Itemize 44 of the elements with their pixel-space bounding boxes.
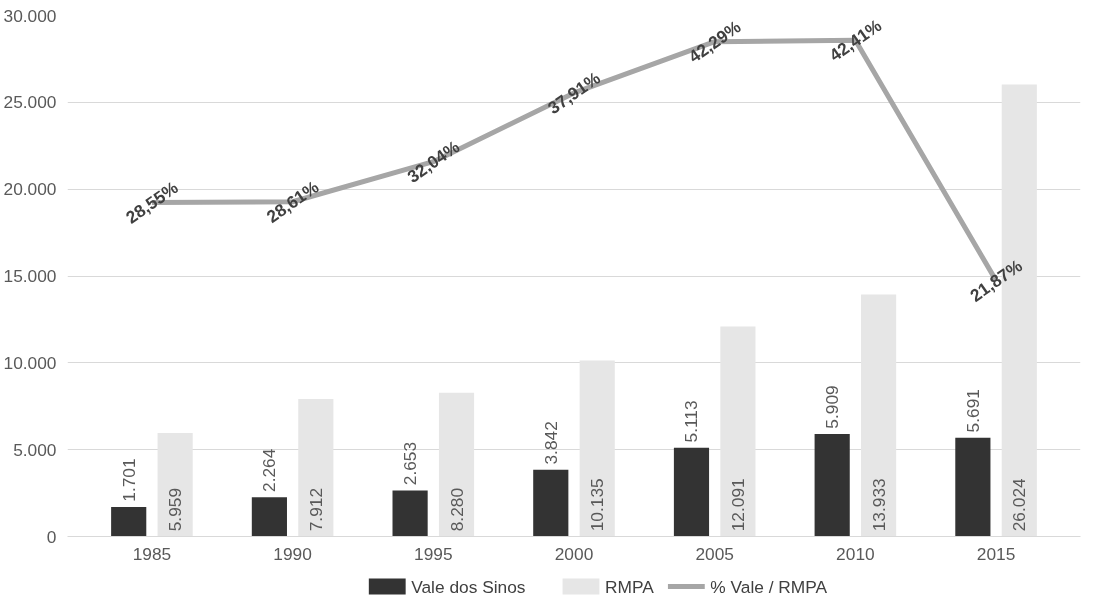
data-label: 5.909 (822, 385, 843, 429)
bar (392, 490, 428, 537)
x-tick-label: 2010 (836, 543, 875, 564)
data-label: 3.842 (540, 421, 561, 465)
bar (298, 399, 334, 537)
bar (111, 506, 147, 537)
bar (955, 437, 991, 537)
bar (438, 392, 475, 537)
data-label: 26.024 (1009, 477, 1030, 532)
data-label: 5.113 (681, 400, 702, 443)
bar (579, 360, 615, 537)
x-tick-label: 2000 (554, 543, 594, 564)
data-label: 7.912 (305, 487, 326, 532)
y-tick-label: 25.000 (3, 92, 57, 113)
bar (814, 433, 850, 537)
legend-label: % Vale / RMPA (710, 576, 828, 597)
y-tick-label: 15.000 (3, 266, 57, 286)
data-label: 13.933 (868, 478, 889, 532)
y-tick-label: 0 (46, 526, 57, 547)
data-label: 2.264 (259, 448, 280, 492)
legend-label: Vale dos Sinos (411, 576, 526, 597)
bar (861, 294, 897, 537)
bar (533, 469, 569, 537)
x-tick-label: 2015 (976, 543, 1016, 564)
y-tick-label: 30.000 (3, 5, 57, 26)
data-label: 1.701 (118, 458, 139, 502)
x-tick-label: 1995 (414, 543, 453, 564)
bar (720, 326, 756, 537)
x-tick-label: 1990 (273, 543, 312, 564)
bar (157, 433, 193, 537)
y-tick-label: 20.000 (3, 179, 57, 200)
x-tick-label: 1985 (132, 543, 172, 564)
legend-label: RMPA (604, 576, 655, 597)
y-tick-label: 10.000 (3, 352, 57, 373)
data-label: 5.959 (165, 487, 186, 532)
data-label: 5.691 (962, 389, 983, 433)
data-label: 8.280 (446, 487, 467, 532)
data-label: 12.091 (727, 478, 748, 532)
data-label: 10.135 (587, 478, 608, 532)
bar (251, 497, 287, 537)
y-tick-label: 5.000 (13, 439, 57, 460)
data-label: 2.653 (400, 441, 421, 486)
x-tick-label: 2005 (695, 543, 734, 564)
bar (673, 447, 710, 537)
